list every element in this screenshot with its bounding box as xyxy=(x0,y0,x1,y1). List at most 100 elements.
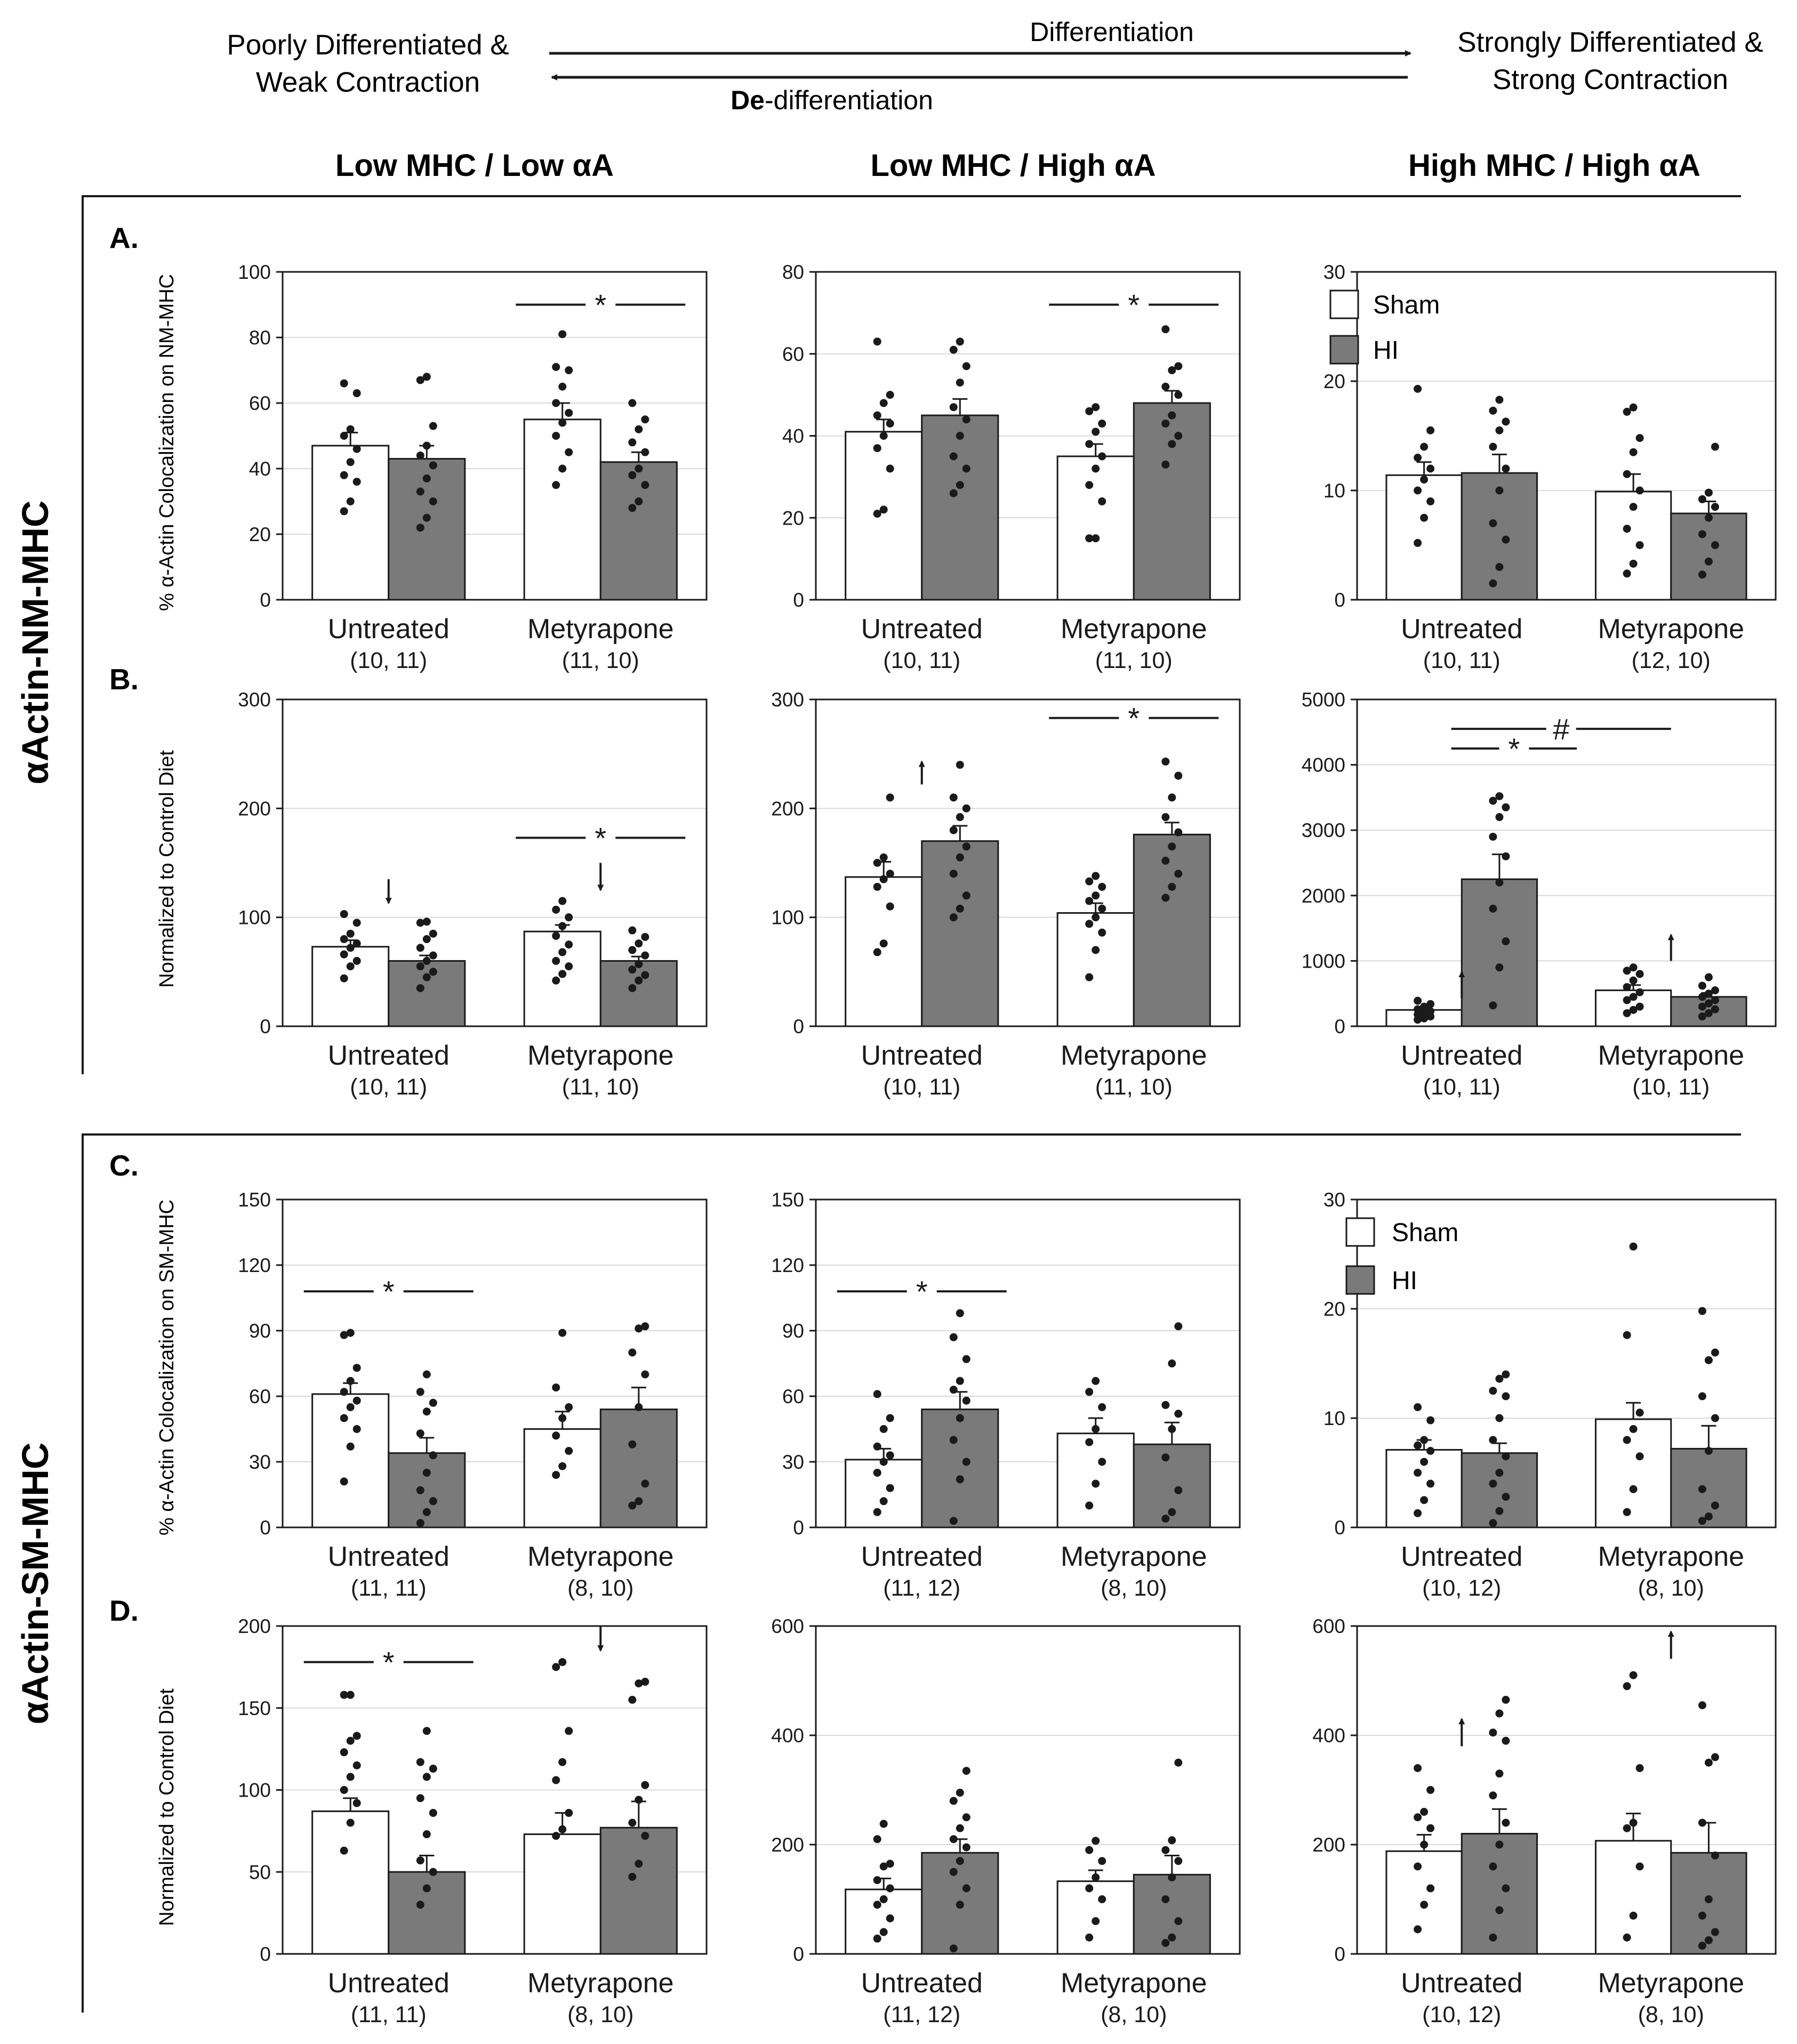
c1-data-point xyxy=(416,1486,424,1494)
b2-n-label: (11, 10) xyxy=(1095,1074,1173,1100)
chart-d1: 0 50 100 150 200 Untreated (11, 11) Metyrapone (… xyxy=(238,1615,708,2027)
d1-bar-hi-0 xyxy=(388,1871,466,1955)
d1-category-label: Untreated xyxy=(328,1968,450,1999)
a3-data-point xyxy=(1623,407,1631,416)
c1-data-point xyxy=(635,1324,643,1333)
c3-data-point xyxy=(1711,1501,1719,1510)
b3-data-point xyxy=(1426,1000,1435,1008)
a1-data-point xyxy=(635,425,643,433)
c2-data-point xyxy=(1174,1486,1183,1494)
c2-data-point xyxy=(1085,1388,1094,1396)
c3-data-point xyxy=(1704,1447,1713,1455)
b2-data-point xyxy=(962,842,970,851)
legend-bottom-sham-swatch xyxy=(1345,1217,1375,1247)
c1-data-point xyxy=(641,1370,649,1379)
a2-data-point xyxy=(879,432,888,440)
a3-data-point xyxy=(1489,519,1497,527)
b1-data-point xyxy=(552,956,560,965)
d3-data-point xyxy=(1629,1671,1638,1679)
d1-data-point xyxy=(558,1758,567,1766)
d1-ytick-label: 50 xyxy=(249,1861,271,1883)
d3-data-point xyxy=(1495,1840,1504,1849)
a1-ytick-label: 0 xyxy=(260,589,271,611)
b1-data-point xyxy=(346,944,355,952)
d2-data-point xyxy=(956,1789,964,1797)
c3-data-point xyxy=(1698,1517,1706,1525)
a1-category-label: Untreated xyxy=(328,614,450,645)
b2-ytick-label: 100 xyxy=(771,907,804,929)
b1-data-point xyxy=(416,962,424,971)
d3-ytick-label: 600 xyxy=(1312,1615,1345,1637)
a1-data-point xyxy=(552,481,560,489)
a1-ytick-label: 60 xyxy=(249,392,271,414)
a2-data-point xyxy=(1174,362,1183,371)
b1-n-label: (10, 11) xyxy=(350,1074,427,1100)
b1-data-point xyxy=(628,984,637,992)
c3-data-point xyxy=(1420,1458,1429,1466)
b2-data-point xyxy=(949,870,958,878)
d1-data-point xyxy=(641,1832,649,1840)
c3-ytick-label: 0 xyxy=(1334,1517,1345,1539)
b1-data-point xyxy=(340,974,348,983)
d2-data-point xyxy=(1092,1837,1100,1845)
b3-data-point xyxy=(1698,993,1706,1001)
c1-data-point xyxy=(558,1414,567,1422)
a3-data-point xyxy=(1711,541,1719,549)
d3-data-point xyxy=(1426,1786,1435,1794)
d2-data-point xyxy=(1092,1917,1100,1925)
a3-data-point xyxy=(1704,513,1713,522)
d2-data-point xyxy=(962,1767,970,1775)
a1-data-point xyxy=(422,474,431,482)
b3-data-point xyxy=(1414,996,1422,1005)
b2-data-point xyxy=(1174,870,1183,878)
b3-data-point xyxy=(1704,1009,1713,1017)
b3-data-point xyxy=(1414,1005,1422,1013)
d1-data-point xyxy=(429,1809,437,1817)
d1-data-point xyxy=(565,1727,573,1735)
d3-data-point xyxy=(1420,1840,1429,1849)
d1-n-label: (8, 10) xyxy=(567,2002,633,2027)
d3-data-point xyxy=(1414,1925,1422,1934)
d2-data-point xyxy=(1174,1857,1183,1865)
a1-ytick-label: 80 xyxy=(249,327,271,349)
b2-bar-hi-1 xyxy=(1133,833,1211,1027)
a2-data-point xyxy=(886,391,894,399)
d3-data-point xyxy=(1414,1813,1422,1822)
b1-data-point xyxy=(416,919,424,927)
a1-data-point xyxy=(552,399,560,407)
c2-data-point xyxy=(1161,1515,1170,1523)
d2-category-label: Metyrapone xyxy=(1061,1968,1207,1999)
c3-data-point xyxy=(1711,1348,1719,1357)
section-border-sm xyxy=(82,1133,1741,2013)
a3-data-point xyxy=(1495,426,1504,434)
b1-data-point xyxy=(422,973,431,981)
d3-ytick-label: 200 xyxy=(1312,1834,1345,1856)
a3-data-point xyxy=(1635,541,1644,549)
b2-bar-sham-0 xyxy=(845,876,923,1027)
c1-data-point xyxy=(558,1462,567,1470)
d3-n-label: (8, 10) xyxy=(1638,2002,1704,2027)
a1-data-point xyxy=(558,464,567,473)
d2-data-point xyxy=(1168,1836,1176,1845)
c1-data-point xyxy=(416,1388,424,1396)
a1-data-point xyxy=(429,461,437,470)
b3-data-point xyxy=(1698,981,1706,990)
c2-sig-marker: * xyxy=(916,1275,928,1308)
c3-category-label: Metyrapone xyxy=(1598,1541,1744,1572)
b3-data-point xyxy=(1420,1009,1429,1017)
c2-data-point xyxy=(1168,1359,1176,1367)
d2-data-point xyxy=(956,1824,964,1832)
d1-data-point xyxy=(352,1799,361,1807)
a3-data-point xyxy=(1489,579,1497,588)
d3-data-point xyxy=(1495,1906,1504,1914)
chart-b2: 0 100 200 300 Untreated (10, 11) Metyrapone (11… xyxy=(771,689,1241,1100)
b1-data-point xyxy=(552,976,560,985)
b1-data-point xyxy=(416,944,424,952)
a2-ytick-label: 20 xyxy=(782,507,804,529)
b3-sig-marker: # xyxy=(1553,712,1569,746)
d3-data-point xyxy=(1698,1818,1706,1827)
c3-data-point xyxy=(1489,1479,1497,1488)
c2-data-point xyxy=(949,1333,958,1341)
c1-data-point xyxy=(558,1329,567,1337)
b2-data-point xyxy=(1161,894,1170,902)
